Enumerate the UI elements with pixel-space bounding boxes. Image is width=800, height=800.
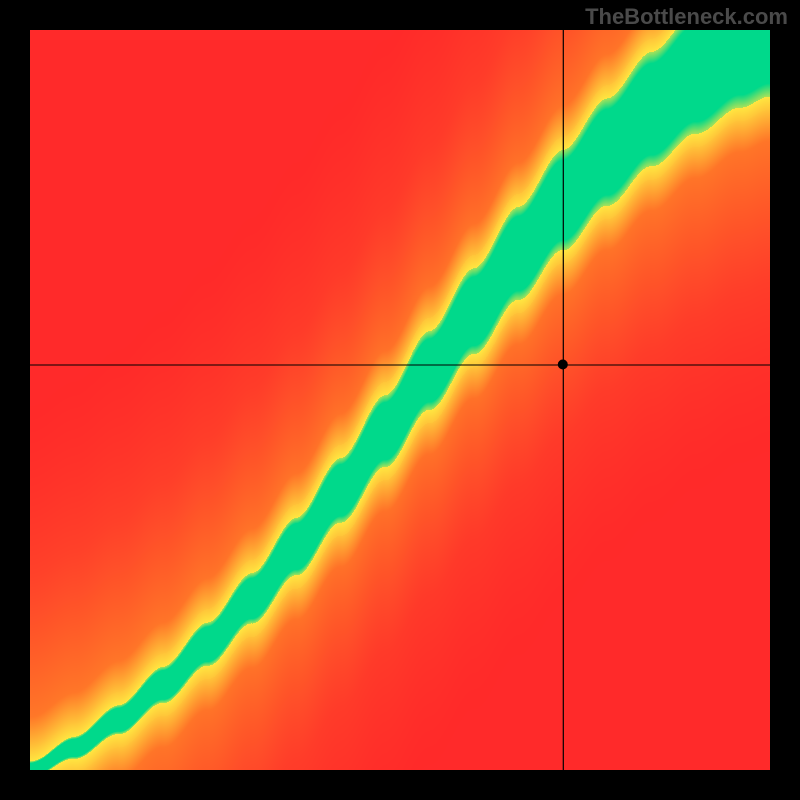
watermark-text: TheBottleneck.com — [585, 4, 788, 30]
chart-outer-frame: TheBottleneck.com — [0, 0, 800, 800]
heatmap-canvas — [30, 30, 770, 770]
heatmap-plot-area — [30, 30, 770, 770]
